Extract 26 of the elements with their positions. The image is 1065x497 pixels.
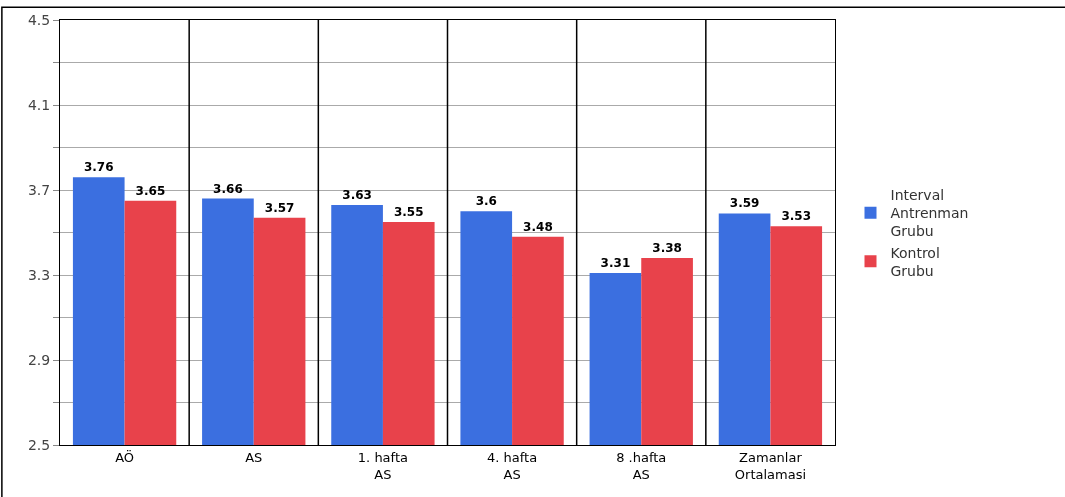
y-tick-label: 2.5 (27, 436, 51, 453)
data-label: 3.53 (781, 209, 812, 224)
y-tick-label: 2.9 (27, 351, 51, 368)
y-tick-label: 3.7 (27, 181, 51, 198)
x-tick-label: 1. hafta AS (357, 449, 408, 482)
x-tick-label: 4. hafta AS (487, 449, 538, 482)
x-tick-label: AÖ (115, 448, 135, 465)
data-label: 3.76 (83, 160, 114, 175)
data-label: 3.65 (135, 183, 166, 198)
x-tick-label: Zamanlar Ortalamasi (734, 449, 807, 482)
data-label: 3.48 (523, 219, 553, 234)
data-label: 3.38 (652, 241, 682, 255)
y-tick-label: 4.5 (27, 11, 51, 28)
legend-label: Kontrol Grubu (890, 244, 940, 279)
x-tick-label: 8 .hafta AS (616, 449, 667, 482)
data-label: 3.66 (213, 181, 243, 196)
legend-label: Interval Antrenman Grubu (890, 187, 969, 240)
data-label: 3.57 (264, 200, 295, 215)
data-label: 3.55 (393, 204, 424, 219)
y-tick-label: 4.1 (27, 96, 51, 113)
data-label: 3.63 (342, 187, 372, 202)
y-tick-label: 3.3 (27, 266, 51, 283)
data-label: 3.59 (729, 196, 760, 211)
x-tick-label: AS (245, 449, 263, 465)
data-label: 3.31 (600, 255, 631, 270)
data-label: 3.6 (475, 194, 497, 209)
